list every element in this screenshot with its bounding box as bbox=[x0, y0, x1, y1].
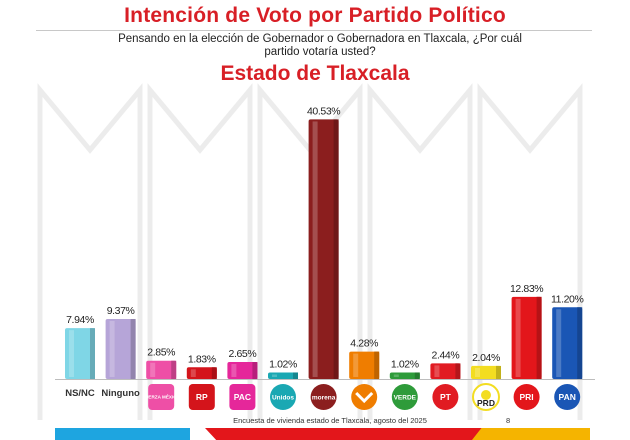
bar-verde bbox=[389, 372, 420, 379]
bar-highlight-fuerza-por-m-xico bbox=[150, 362, 156, 377]
verde-logo bbox=[391, 384, 418, 410]
unidos-logo-text: Unidos bbox=[272, 394, 294, 401]
value-label-pan: 11.20% bbox=[551, 293, 583, 305]
value-label-ns-nc: 7.94% bbox=[66, 314, 94, 326]
unidos-logo bbox=[270, 384, 296, 410]
bar-edge-pac bbox=[252, 362, 258, 379]
mc-eagle-shape bbox=[355, 391, 374, 404]
bar-highlight-pac bbox=[231, 364, 237, 377]
bar-edge-pri bbox=[536, 296, 542, 379]
pan-logo-text: PAN bbox=[559, 392, 576, 402]
rp-logo bbox=[188, 384, 215, 410]
bar-pri bbox=[511, 296, 542, 379]
bar-edge-pt bbox=[455, 363, 461, 379]
bar-edge-verde bbox=[414, 372, 420, 379]
bar-highlight-pri bbox=[515, 298, 521, 377]
bar-highlight-pan bbox=[556, 309, 562, 377]
bar-morena bbox=[308, 119, 339, 379]
bar-pac bbox=[227, 362, 258, 379]
bar-mc bbox=[349, 351, 380, 379]
value-label-pac: 2.65% bbox=[229, 348, 257, 360]
bar-edge-ns-nc bbox=[90, 328, 95, 379]
chart-subtitle: Estado de Tlaxcala bbox=[220, 62, 410, 85]
page-number: 8 bbox=[506, 416, 511, 425]
value-label-rp: 1.83% bbox=[188, 353, 216, 365]
bar-unidos bbox=[268, 372, 298, 379]
bar-pan bbox=[552, 307, 583, 379]
footer-band-red bbox=[205, 428, 485, 440]
survey-question: Pensando en la elección de Gobernador o … bbox=[118, 33, 522, 58]
pri-logo-text: PRI bbox=[520, 392, 534, 402]
category-label-ninguno: Ninguno bbox=[101, 388, 140, 399]
title-divider bbox=[36, 30, 592, 31]
pt-logo bbox=[432, 384, 459, 410]
bar-highlight-pt bbox=[434, 365, 440, 377]
bar-highlight-mc bbox=[353, 353, 359, 377]
value-label-morena: 40.53% bbox=[307, 105, 340, 117]
bar-highlight-unidos bbox=[272, 374, 277, 377]
bar-edge-unidos bbox=[293, 372, 298, 379]
verde-logo-text: VERDE bbox=[394, 394, 417, 401]
pan-logo bbox=[554, 384, 581, 410]
rp-logo-text: RP bbox=[196, 392, 208, 402]
bar-prd bbox=[471, 365, 501, 379]
prd-logo-text: PRD bbox=[477, 398, 495, 408]
bar-rp bbox=[186, 367, 217, 379]
value-label-pt: 2.44% bbox=[432, 349, 460, 361]
value-label-mc: 4.28% bbox=[350, 338, 378, 350]
bar-highlight-verde bbox=[393, 374, 399, 377]
pri-logo bbox=[513, 384, 540, 410]
value-label-ninguno: 9.37% bbox=[107, 305, 135, 317]
pac-logo-text: PAC bbox=[234, 392, 251, 402]
bar-edge-prd bbox=[496, 365, 501, 379]
value-label-pri: 12.83% bbox=[510, 283, 543, 295]
fuerza-mexico-logo bbox=[148, 384, 175, 410]
pt-logo-text: PT bbox=[440, 392, 452, 402]
fuerza-mexico-logo-text: FUERZA MÉXICO bbox=[142, 393, 180, 400]
chart-title: Intención de Voto por Partido Político bbox=[124, 4, 506, 27]
bar-ns-nc bbox=[65, 328, 95, 379]
footer-source: Encuesta de vivienda estado de Tlaxcala,… bbox=[233, 416, 427, 425]
mc-logo bbox=[351, 384, 378, 410]
bar-highlight-prd bbox=[475, 367, 480, 377]
bar-highlight-ns-nc bbox=[69, 330, 74, 377]
value-label-unidos: 1.02% bbox=[269, 358, 297, 370]
morena-logo-text: morena bbox=[312, 394, 336, 401]
pac-logo bbox=[229, 384, 256, 410]
bar-highlight-ninguno bbox=[109, 320, 115, 377]
category-label-ns-nc: NS/NC bbox=[65, 388, 95, 399]
morena-logo bbox=[310, 384, 337, 410]
value-label-verde: 1.02% bbox=[391, 358, 419, 370]
bar-pt bbox=[430, 363, 461, 379]
bar-highlight-morena bbox=[312, 121, 318, 377]
prd-sun-shape bbox=[481, 390, 491, 400]
footer-band-yellow bbox=[472, 428, 590, 440]
bar-edge-ninguno bbox=[130, 318, 136, 379]
bar-ninguno bbox=[105, 318, 136, 379]
bar-edge-fuerza-por-m-xico bbox=[171, 360, 177, 379]
bar-edge-rp bbox=[211, 367, 217, 379]
value-label-prd: 2.04% bbox=[472, 352, 500, 364]
bar-highlight-rp bbox=[190, 369, 196, 377]
bar-fuerza-por-m-xico bbox=[146, 360, 177, 379]
footer-band-cyan bbox=[55, 428, 190, 440]
value-label-fuerza-por-m-xico: 2.85% bbox=[147, 347, 175, 359]
bar-edge-morena bbox=[333, 119, 339, 379]
bar-edge-mc bbox=[374, 351, 380, 379]
bar-edge-pan bbox=[577, 307, 583, 379]
